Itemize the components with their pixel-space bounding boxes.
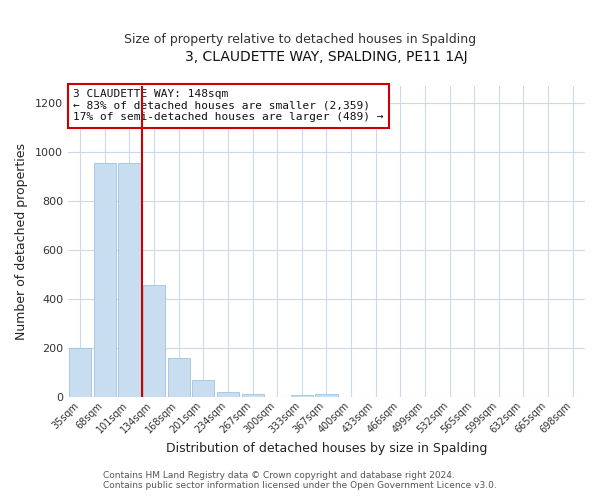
Text: Size of property relative to detached houses in Spalding: Size of property relative to detached ho… bbox=[124, 32, 476, 46]
Bar bbox=[192, 380, 214, 398]
Bar bbox=[242, 394, 263, 398]
Text: Contains HM Land Registry data © Crown copyright and database right 2024.
Contai: Contains HM Land Registry data © Crown c… bbox=[103, 470, 497, 490]
Text: 3 CLAUDETTE WAY: 148sqm
← 83% of detached houses are smaller (2,359)
17% of semi: 3 CLAUDETTE WAY: 148sqm ← 83% of detache… bbox=[73, 89, 383, 122]
Bar bbox=[69, 348, 91, 398]
X-axis label: Distribution of detached houses by size in Spalding: Distribution of detached houses by size … bbox=[166, 442, 487, 455]
Title: 3, CLAUDETTE WAY, SPALDING, PE11 1AJ: 3, CLAUDETTE WAY, SPALDING, PE11 1AJ bbox=[185, 50, 468, 64]
Bar bbox=[217, 392, 239, 398]
Y-axis label: Number of detached properties: Number of detached properties bbox=[15, 143, 28, 340]
Bar bbox=[167, 358, 190, 398]
Bar bbox=[94, 163, 116, 398]
Bar bbox=[118, 163, 140, 398]
Bar bbox=[143, 284, 165, 398]
Bar bbox=[316, 394, 338, 398]
Bar bbox=[291, 395, 313, 398]
